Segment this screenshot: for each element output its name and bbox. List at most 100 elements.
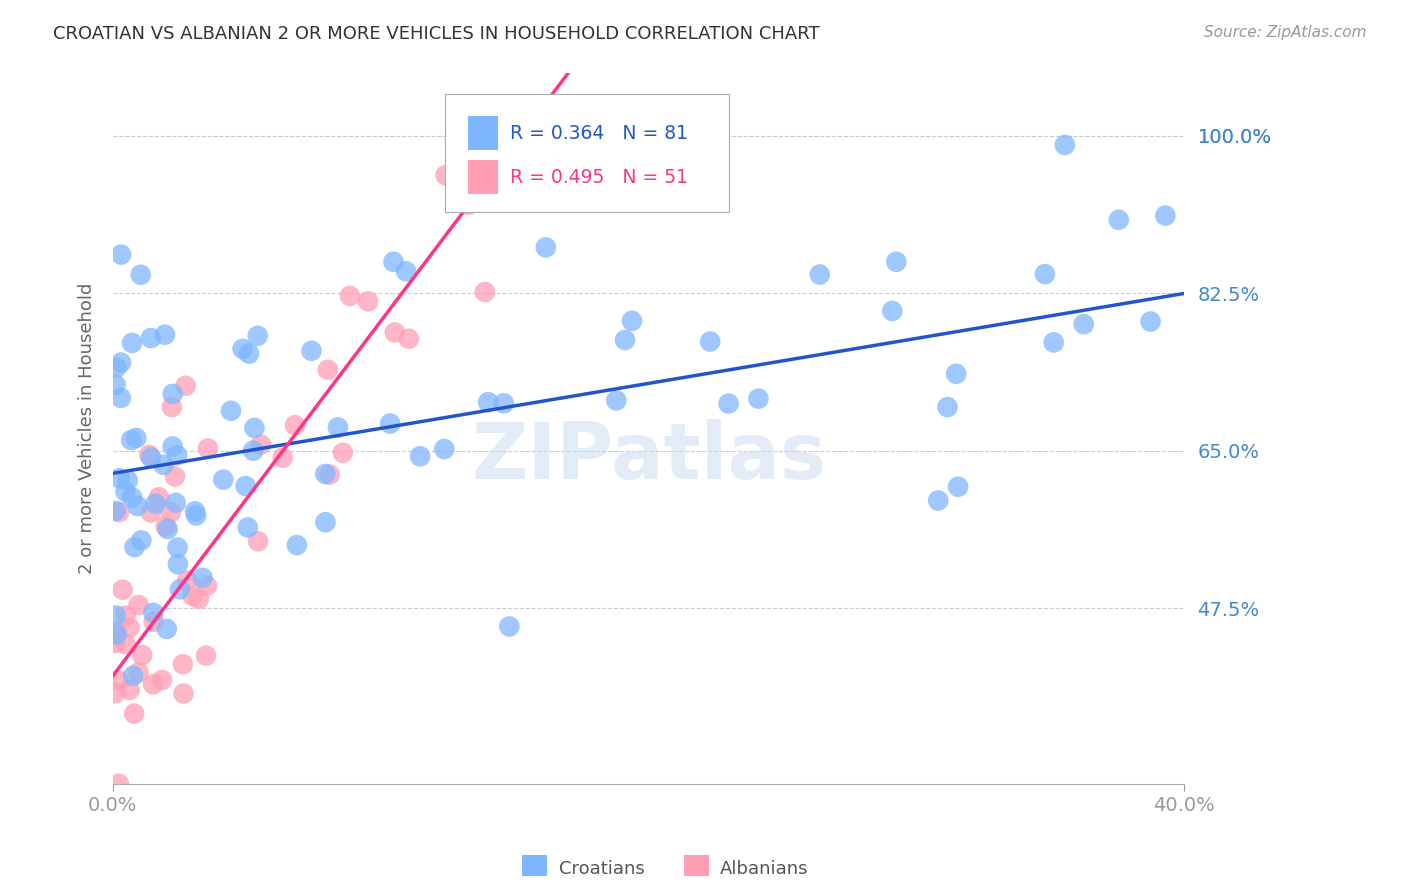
Point <box>884 255 907 269</box>
Point <box>620 314 643 328</box>
Point <box>808 268 831 282</box>
Point <box>1154 209 1177 223</box>
FancyBboxPatch shape <box>468 116 498 150</box>
Point <box>108 505 131 519</box>
Point <box>173 686 195 700</box>
Point <box>357 294 380 309</box>
Point <box>927 493 949 508</box>
Point <box>382 255 405 269</box>
Point <box>314 515 336 529</box>
Point <box>242 443 264 458</box>
FancyBboxPatch shape <box>468 161 498 194</box>
Point <box>117 473 139 487</box>
Text: R = 0.364   N = 81: R = 0.364 N = 81 <box>510 124 689 143</box>
Point <box>124 540 146 554</box>
Point <box>339 289 361 303</box>
Y-axis label: 2 or more Vehicles in Household: 2 or more Vehicles in Household <box>79 283 96 574</box>
Point <box>118 683 141 698</box>
Point <box>104 608 127 623</box>
Point <box>945 367 967 381</box>
Point <box>166 541 188 555</box>
Point <box>142 606 165 620</box>
Point <box>936 400 959 414</box>
Point <box>409 450 432 464</box>
Point <box>148 491 170 505</box>
Point <box>474 285 496 299</box>
Point <box>121 335 143 350</box>
Point <box>513 194 536 208</box>
Point <box>285 538 308 552</box>
Text: R = 0.495   N = 51: R = 0.495 N = 51 <box>510 168 689 186</box>
Point <box>127 499 149 513</box>
Text: Croatians: Croatians <box>558 860 644 878</box>
Point <box>125 431 148 445</box>
Point <box>142 615 165 629</box>
Point <box>1053 138 1076 153</box>
Point <box>235 479 257 493</box>
Point <box>156 522 179 536</box>
Point <box>105 625 128 640</box>
Point <box>195 579 218 593</box>
Point <box>484 128 506 143</box>
Point <box>1108 212 1130 227</box>
Point <box>882 304 904 318</box>
Point <box>184 504 207 518</box>
Text: ZIPatlas: ZIPatlas <box>471 419 827 495</box>
Point <box>181 589 204 603</box>
Point <box>139 506 162 520</box>
Point <box>747 392 769 406</box>
Point <box>127 598 149 612</box>
Point <box>160 400 183 414</box>
Point <box>243 421 266 435</box>
Point <box>384 326 406 340</box>
Point <box>163 469 186 483</box>
Point <box>197 442 219 456</box>
Point <box>139 331 162 345</box>
Point <box>114 637 136 651</box>
Point <box>166 448 188 462</box>
Point <box>380 417 402 431</box>
Point <box>614 333 637 347</box>
Point <box>434 168 457 182</box>
Point <box>114 484 136 499</box>
Point <box>316 363 339 377</box>
Point <box>332 446 354 460</box>
Point <box>104 504 127 518</box>
Point <box>284 418 307 433</box>
Point <box>398 332 420 346</box>
Point <box>118 621 141 635</box>
Point <box>1033 267 1056 281</box>
Point <box>236 520 259 534</box>
Point <box>110 247 132 261</box>
Point <box>121 491 143 505</box>
Point <box>492 396 515 410</box>
Point <box>550 162 572 177</box>
Point <box>107 673 129 688</box>
Point <box>219 403 242 417</box>
Point <box>176 574 198 588</box>
Point <box>172 657 194 672</box>
Point <box>699 334 721 349</box>
Point <box>231 342 253 356</box>
Point <box>150 673 173 687</box>
Point <box>122 669 145 683</box>
Point <box>156 622 179 636</box>
Point <box>238 346 260 360</box>
Point <box>250 437 273 451</box>
Point <box>1073 317 1095 331</box>
Point <box>142 677 165 691</box>
Point <box>110 355 132 369</box>
Point <box>105 627 128 641</box>
Point <box>160 505 183 519</box>
Point <box>395 264 418 278</box>
Point <box>104 636 127 650</box>
Point <box>946 480 969 494</box>
Point <box>131 533 153 548</box>
FancyBboxPatch shape <box>446 95 728 211</box>
Point <box>111 582 134 597</box>
Point <box>129 268 152 282</box>
Point <box>128 665 150 680</box>
Point <box>165 496 187 510</box>
Point <box>326 420 349 434</box>
Point <box>247 534 270 549</box>
